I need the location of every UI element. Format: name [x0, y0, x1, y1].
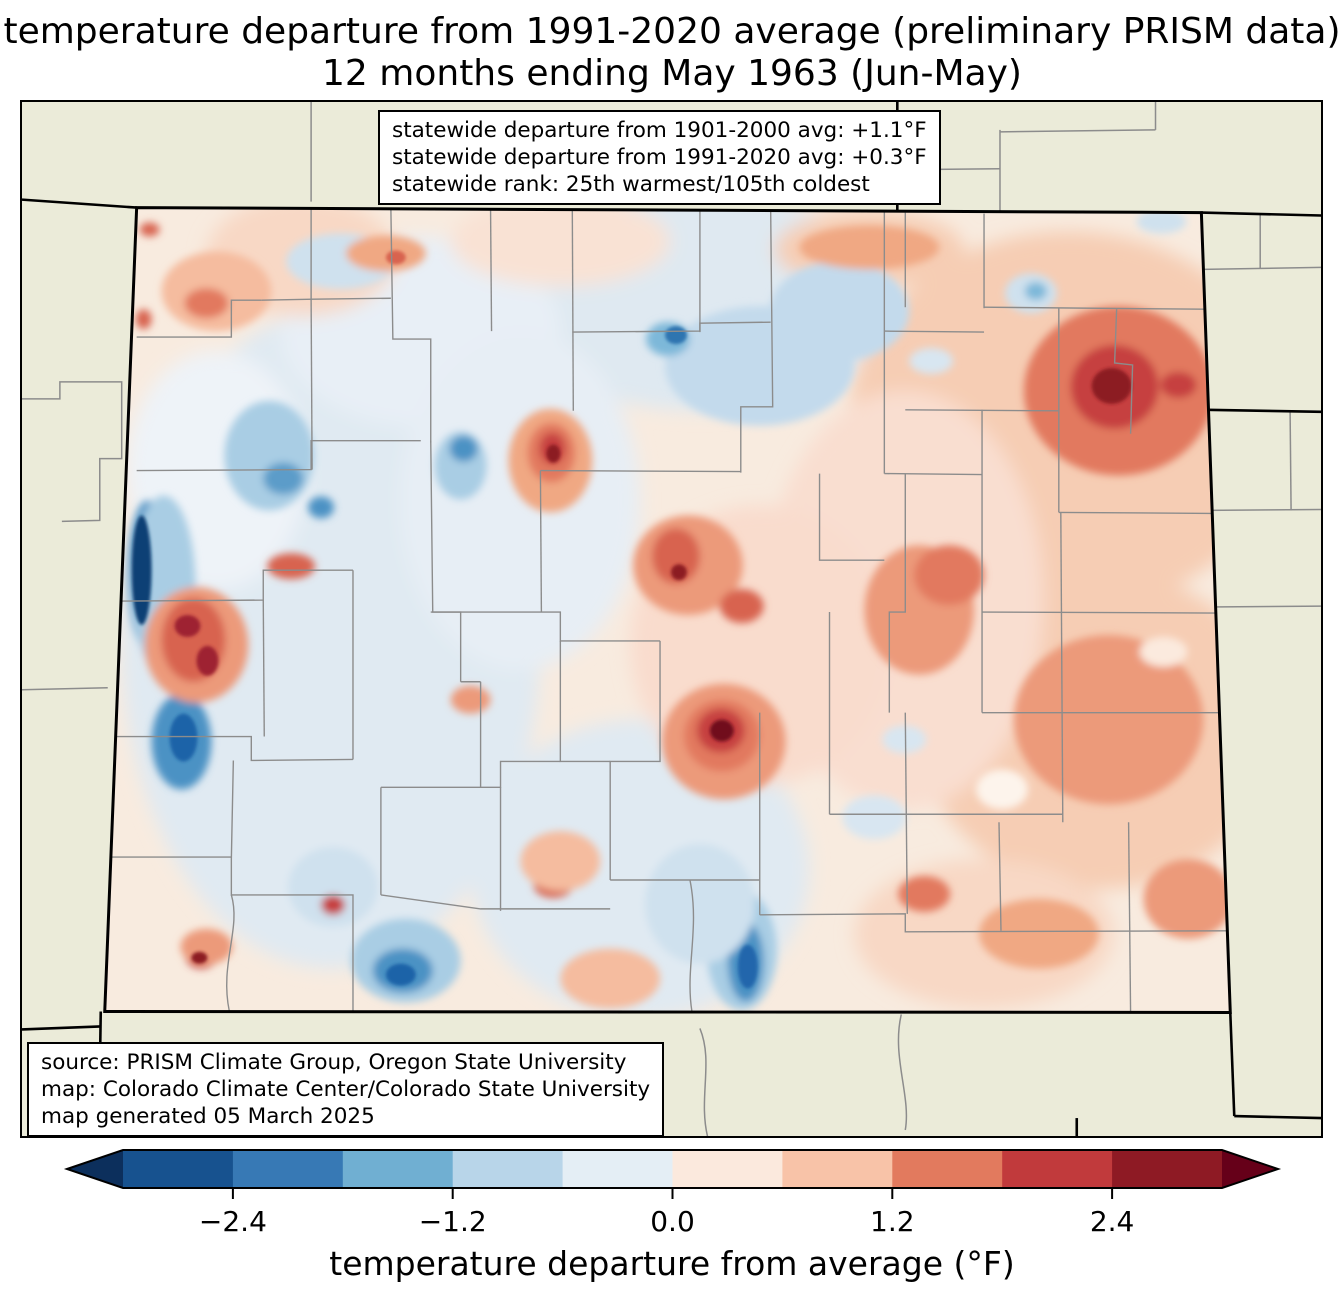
temperature-blob	[1140, 637, 1188, 667]
stats-line-1991-2020: statewide departure from 1991-2020 avg: …	[392, 144, 927, 171]
colorbar-under-arrow	[67, 1150, 123, 1188]
colorbar-segment	[892, 1150, 1003, 1188]
temperature-blob	[671, 564, 687, 580]
temperature-blob	[1025, 282, 1047, 300]
colorbar-segment	[343, 1150, 454, 1188]
colorbar-segment	[1112, 1150, 1223, 1188]
county-line	[1206, 509, 1321, 510]
colorbar-segment	[123, 1150, 234, 1188]
temperature-blob	[560, 949, 660, 1009]
temperature-blob	[401, 331, 640, 670]
temperature-blob	[132, 515, 152, 625]
county-line	[540, 471, 541, 612]
temperature-blob	[842, 795, 906, 839]
temperature-blob	[451, 686, 491, 714]
temperature-blob	[175, 615, 201, 637]
colorbar-tick-label: 1.2	[870, 1205, 915, 1238]
temperature-blob	[263, 463, 303, 495]
temperature-blob	[909, 348, 953, 374]
temperature-blob	[882, 726, 926, 754]
colorbar-tick-label: −1.2	[419, 1205, 487, 1238]
source-line: source: PRISM Climate Group, Oregon Stat…	[41, 1049, 650, 1076]
colorbar-segment	[673, 1150, 784, 1188]
source-attribution-box: source: PRISM Climate Group, Oregon Stat…	[27, 1042, 664, 1137]
chart-title-line-2: 12 months ending May 1963 (Jun-May)	[0, 54, 1344, 94]
county-line	[491, 209, 492, 332]
chart-title-line-1: temperature departure from 1991-2020 ave…	[0, 12, 1344, 52]
colorbar-ticks: −2.4 −1.2 0.0 1.2 2.4	[199, 1188, 1134, 1238]
temperature-blob	[976, 769, 1028, 809]
temperature-blob	[386, 250, 406, 264]
county-line	[1059, 512, 1212, 513]
temperature-blob	[346, 235, 426, 271]
temperature-blob	[665, 326, 687, 344]
temperature-blob	[914, 545, 984, 605]
temperature-blob	[450, 436, 478, 462]
colorbar-tick-label: 0.0	[650, 1205, 695, 1238]
colorbar-segments	[123, 1150, 1223, 1188]
colorbar-over-arrow	[1222, 1150, 1278, 1188]
county-line	[884, 331, 984, 332]
stats-line-rank: statewide rank: 25th warmest/105th colde…	[392, 171, 927, 198]
temperature-blob	[710, 720, 734, 742]
temperature-blob	[520, 831, 600, 891]
temperature-blob	[979, 899, 1099, 969]
temperature-blob	[645, 844, 755, 964]
temperature-blob	[140, 223, 160, 237]
temperature-blob	[288, 847, 378, 927]
colorbar-tick-label: −2.4	[199, 1205, 267, 1238]
temperature-blob	[800, 226, 940, 270]
colorbar-segment	[1002, 1150, 1112, 1188]
temperature-blob	[321, 895, 345, 915]
statewide-stats-box: statewide departure from 1901-2000 avg: …	[378, 110, 941, 205]
colorbar-axis-label: temperature departure from average (°F)	[329, 1244, 1015, 1283]
county-line	[1290, 412, 1291, 511]
map-credit-line: map: Colorado Climate Center/Colorado St…	[41, 1076, 650, 1103]
colorbar-segment	[563, 1150, 674, 1188]
temperature-blob	[898, 876, 950, 912]
temperature-blob	[738, 945, 758, 989]
temperature-blob	[191, 952, 207, 964]
temperature-blob	[1160, 372, 1196, 398]
colorbar-segment	[233, 1150, 344, 1188]
temperature-blob	[136, 309, 152, 329]
colorbar-segment	[453, 1150, 564, 1188]
figure: temperature departure from 1991-2020 ave…	[0, 0, 1344, 1299]
stats-line-1901-2000: statewide departure from 1901-2000 avg: …	[392, 117, 927, 144]
temperature-blob	[196, 646, 218, 676]
temperature-blob	[1144, 859, 1234, 939]
colorbar-segment	[782, 1150, 893, 1188]
temperature-blob	[720, 589, 764, 623]
temperature-blob	[386, 964, 416, 986]
county-line	[1206, 606, 1321, 607]
temperature-blob	[1092, 368, 1132, 404]
temperature-blob	[308, 496, 334, 518]
map-frame	[20, 100, 1323, 1138]
generated-date-line: map generated 05 March 2025	[41, 1103, 650, 1130]
temperature-blob	[546, 445, 560, 463]
temperature-blob	[184, 288, 228, 318]
county-line	[884, 474, 982, 475]
colorbar: −2.4 −1.2 0.0 1.2 2.4 temperature departure …	[0, 1147, 1344, 1299]
map-svg	[22, 102, 1321, 1136]
colorbar-tick-label: 2.4	[1090, 1205, 1135, 1238]
temperature-blob	[224, 401, 314, 511]
temperature-blob	[170, 714, 198, 762]
temperature-blob	[665, 306, 854, 426]
temperature-blob	[267, 553, 315, 579]
